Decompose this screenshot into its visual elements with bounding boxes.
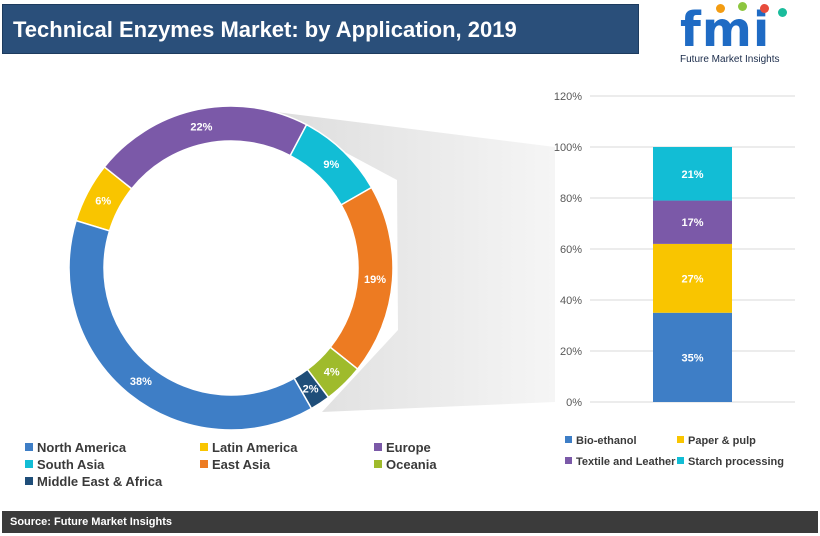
bar-segment-label: 27%: [681, 273, 703, 285]
connector-wedge: [268, 111, 555, 412]
y-tick-label: 100%: [554, 142, 582, 154]
donut-chart: 6% 22% 9% 19% 4% 2% 38%: [68, 105, 394, 431]
charts-canvas: 6% 22% 9% 19% 4% 2% 38% 0% 20% 40% 60% 80% 100% 120%…: [68, 91, 795, 431]
chart-title: Technical Enzymes Market: by Application…: [13, 17, 517, 42]
title-banner: Technical Enzymes Market: by Application…: [2, 4, 639, 54]
donut-slice-label: 2%: [303, 384, 319, 396]
logo-dot-icon: [738, 2, 747, 11]
donut-slice-north-america: [68, 219, 313, 431]
bar-segment-paper-pulp: [653, 243, 732, 313]
legend-label: North America: [37, 440, 127, 455]
y-tick-label: 60%: [560, 244, 582, 256]
logo-dot-icon: [778, 8, 787, 17]
bar-segment-label: 17%: [681, 217, 703, 229]
legend-item: Starch processing: [677, 456, 784, 468]
legend-label: Textile and Leather: [576, 456, 676, 468]
logo-letters: fmi: [680, 2, 771, 58]
logo-caption: Future Market Insights: [680, 54, 780, 65]
fmi-logo: fmi Future Market Insights: [678, 2, 798, 66]
donut-slice-label: 19%: [364, 274, 386, 286]
source-bar: Source: Future Market Insights: [2, 511, 818, 533]
legend-swatch: [565, 436, 572, 443]
legend-swatch: [25, 443, 33, 451]
legend-swatch: [25, 477, 33, 485]
legend-swatch: [25, 460, 33, 468]
legend-item: Europe: [374, 440, 431, 455]
legend-label: Europe: [386, 440, 431, 455]
legend-label: Oceania: [386, 457, 437, 472]
legend-label: Starch processing: [688, 456, 784, 468]
legend-label: Paper & pulp: [688, 435, 756, 447]
legend-item: Bio-ethanol: [565, 435, 637, 447]
bar-segment-label: 35%: [681, 352, 703, 364]
legend-item: Oceania: [374, 457, 437, 472]
legend-swatch: [374, 460, 382, 468]
stacked-bar-chart: 0% 20% 40% 60% 80% 100% 120% 35% 27% 17% 21%: [554, 91, 795, 409]
donut-slice-label: 22%: [190, 122, 212, 134]
legend-label: Bio-ethanol: [576, 435, 637, 447]
donut-slice-label: 4%: [324, 367, 340, 379]
legend-label: South Asia: [37, 457, 105, 472]
legend-item: North America: [25, 440, 126, 455]
legend-item: East Asia: [200, 457, 270, 472]
bar-segment-textile-and-leather: [653, 200, 732, 244]
legend-item: South Asia: [25, 457, 104, 472]
legend-swatch: [200, 443, 208, 451]
logo-dot-icon: [716, 4, 725, 13]
legend-swatch: [200, 460, 208, 468]
donut-slice-label: 38%: [130, 376, 152, 388]
legend-item: Middle East & Africa: [25, 474, 162, 489]
bar-segment-label: 21%: [681, 169, 703, 181]
legend-swatch: [677, 457, 684, 464]
donut-slice-europe: [103, 105, 308, 190]
legend-item: Latin America: [200, 440, 298, 455]
y-tick-label: 20%: [560, 346, 582, 358]
legend-label: Middle East & Africa: [37, 474, 163, 489]
donut-slice-label: 6%: [95, 196, 111, 208]
legend-item: Textile and Leather: [565, 456, 675, 468]
y-tick-label: 80%: [560, 193, 582, 205]
y-tick-label: 120%: [554, 91, 582, 103]
legend-item: Paper & pulp: [677, 435, 756, 447]
legend-swatch: [677, 436, 684, 443]
source-text: Source: Future Market Insights: [10, 516, 172, 528]
legend-label: Latin America: [212, 440, 298, 455]
bar-segment-starch-processing: [653, 147, 732, 201]
legend-swatch: [374, 443, 382, 451]
bar-segment-bio-ethanol: [653, 312, 732, 402]
donut-slice-label: 9%: [323, 159, 339, 171]
legend-label: East Asia: [212, 457, 271, 472]
y-tick-label: 0%: [566, 397, 582, 409]
legend-swatch: [565, 457, 572, 464]
logo-dot-icon: [760, 4, 769, 13]
y-tick-label: 40%: [560, 295, 582, 307]
